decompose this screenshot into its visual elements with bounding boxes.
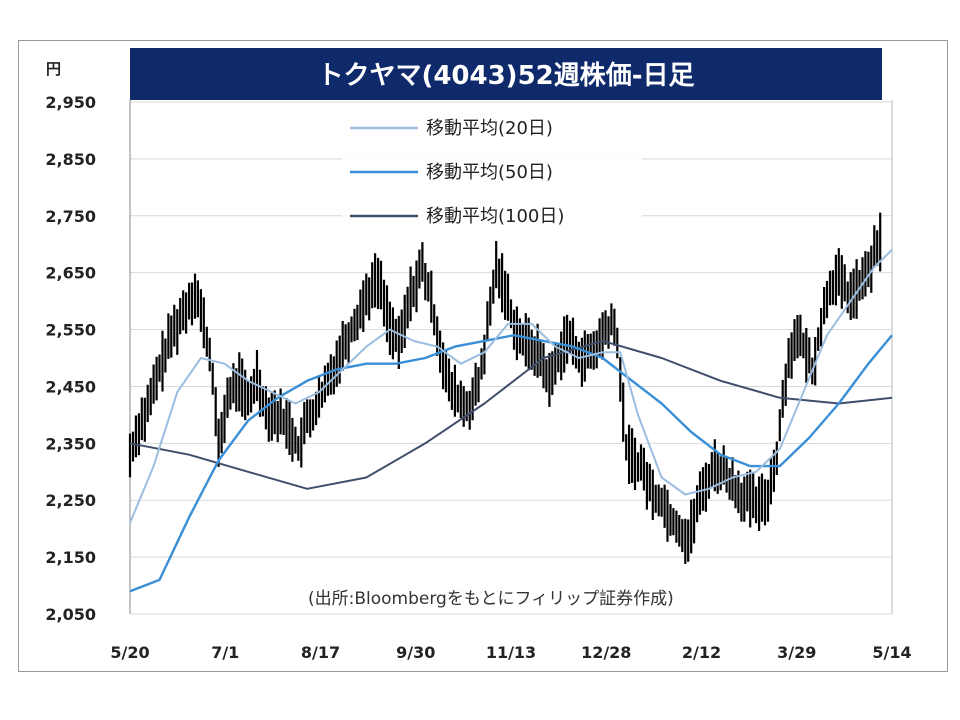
y-tick-label: 2,250 <box>45 491 96 510</box>
y-tick-label: 2,850 <box>45 150 96 169</box>
legend-label: 移動平均(50日) <box>426 162 553 183</box>
x-tick-label: 2/12 <box>682 643 721 662</box>
y-tick-label: 2,650 <box>45 264 96 283</box>
legend-label: 移動平均(20日) <box>426 118 553 139</box>
x-ticks: 5/20 7/1 8/17 9/30 11/13 12/28 2/12 3/29 5/14 <box>110 643 911 662</box>
series-layer <box>128 212 893 593</box>
x-tick-label: 8/17 <box>301 643 340 662</box>
gridlines <box>129 100 893 615</box>
ma50-series <box>129 334 893 593</box>
x-tick-label: 9/30 <box>396 643 435 662</box>
x-tick-label: 3/29 <box>777 643 816 662</box>
chart-title: トクヤマ(4043)52週株価-日足 <box>317 61 694 91</box>
chart-frame <box>18 40 948 672</box>
y-tick-label: 2,150 <box>45 548 96 567</box>
y-tick-label: 2,050 <box>45 605 96 624</box>
legend: 移動平均(20日) 移動平均(50日) 移動平均(100日) <box>342 114 642 232</box>
x-tick-label: 7/1 <box>211 643 239 662</box>
y-tick-label: 2,450 <box>45 377 96 396</box>
y-tick-label: 2,750 <box>45 207 96 226</box>
x-tick-label: 12/28 <box>581 643 631 662</box>
y-unit-label: 円 <box>46 60 61 78</box>
title-bar <box>130 48 882 100</box>
y-tick-label: 2,550 <box>45 321 96 340</box>
y-ticks: 2,950 2,850 2,750 2,650 2,550 2,450 2,350 2,250… <box>45 93 96 624</box>
x-tick-label: 11/13 <box>486 643 536 662</box>
price-series <box>128 212 882 564</box>
x-tick-label: 5/20 <box>110 643 149 662</box>
source-note: (出所:Bloombergをもとにフィリップ証券作成) <box>308 589 674 609</box>
y-tick-label: 2,350 <box>45 434 96 453</box>
legend-label: 移動平均(100日) <box>426 206 564 227</box>
x-tick-label: 5/14 <box>872 643 911 662</box>
ma100-series <box>129 339 893 490</box>
ma20-series <box>129 249 893 524</box>
y-tick-label: 2,950 <box>45 93 96 112</box>
